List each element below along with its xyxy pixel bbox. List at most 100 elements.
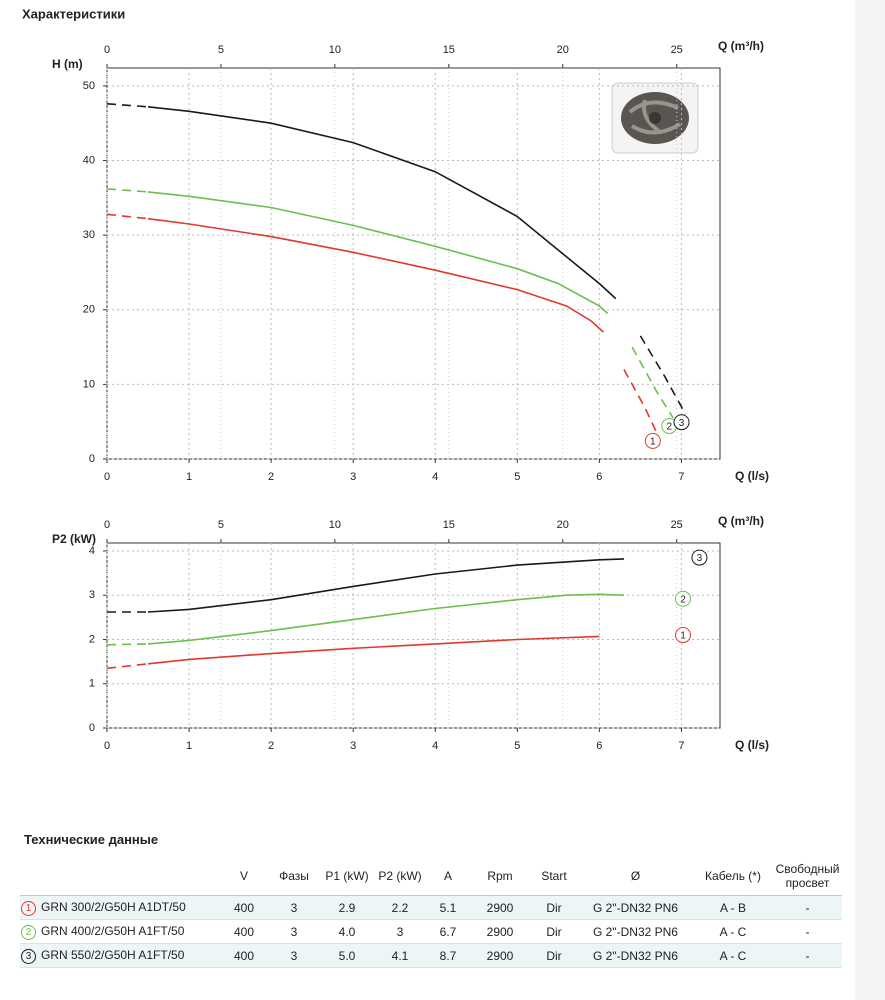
- table-cell: G 2"-DN32 PN6: [578, 919, 693, 944]
- x-tick-label: 0: [104, 740, 110, 752]
- table-cell: 6.7: [426, 919, 470, 944]
- curve: [147, 593, 625, 645]
- x-tick-label: 6: [596, 740, 602, 752]
- x2-tick-label: 0: [104, 519, 110, 531]
- series-label: 1: [680, 631, 686, 642]
- curve-dashed: [107, 558, 681, 612]
- y-axis-title: P2 (kW): [52, 532, 96, 546]
- x2-tick-label: 5: [218, 44, 224, 56]
- table-cell: A - B: [693, 895, 773, 920]
- table-cell: 5.0: [320, 943, 374, 968]
- x2-tick-label: 20: [557, 519, 569, 531]
- curve: [147, 106, 617, 300]
- x2-tick-label: 10: [329, 44, 341, 56]
- x-tick-label: 2: [268, 740, 274, 752]
- table-cell: 400: [220, 943, 268, 968]
- x-axis-title: Q (l/s): [735, 469, 769, 483]
- row-marker: 1: [21, 900, 36, 916]
- table-cell: 8.7: [426, 943, 470, 968]
- series-label: 3: [697, 553, 703, 564]
- y-tick-label: 0: [89, 722, 95, 734]
- series-marker: [675, 590, 692, 607]
- header-cell: Кабель (*): [693, 857, 773, 896]
- table-cell: 2.9: [320, 895, 374, 920]
- series-label: 3: [679, 418, 685, 429]
- header-cell: P2 (kW): [374, 857, 426, 896]
- x2-tick-label: 15: [443, 44, 455, 56]
- table-cell: 400: [220, 895, 268, 920]
- impeller-image: [611, 82, 699, 154]
- table-cell: 2900: [470, 895, 530, 920]
- curve: [147, 217, 605, 333]
- x-tick-label: 3: [350, 471, 356, 483]
- x-tick-label: 5: [514, 471, 520, 483]
- header-cell: V: [220, 857, 268, 896]
- model-cell: 3 GRN 550/2/G50H A1FT/50: [20, 943, 220, 968]
- table-cell: -: [773, 919, 842, 944]
- y-tick-label: 2: [89, 633, 95, 645]
- table-cell: Dir: [530, 943, 578, 968]
- x-tick-label: 1: [186, 740, 192, 752]
- x2-tick-label: 25: [671, 44, 683, 56]
- x2-axis-title: Q (m³/h): [718, 39, 764, 53]
- header-cell: Свободный просвет: [773, 857, 842, 896]
- y-tick-label: 1: [89, 678, 95, 690]
- x-tick-label: 4: [432, 471, 438, 483]
- series-marker: [644, 432, 661, 449]
- table-cell: -: [773, 943, 842, 968]
- table-cell: 4.1: [374, 943, 426, 968]
- table: V Фазы P1 (kW) P2 (kW) A Rpm Start Ø Кабель (*) С…: [20, 857, 842, 968]
- x2-tick-label: 0: [104, 44, 110, 56]
- model-cell: 1 GRN 300/2/G50H A1DT/50: [20, 895, 220, 920]
- table-cell: G 2"-DN32 PN6: [578, 943, 693, 968]
- curve-dashed: [106, 213, 658, 434]
- table-cell: 2900: [470, 943, 530, 968]
- table-cell: 400: [220, 919, 268, 944]
- table-cell: 5.1: [426, 895, 470, 920]
- header-cell: Start: [530, 857, 578, 896]
- table-row: 3 GRN 550/2/G50H A1FT/50 400 3 5.0 4.1 8.7 2900…: [20, 943, 842, 968]
- series-marker: [691, 549, 708, 566]
- header-cell: Ø: [578, 857, 693, 896]
- y-tick-label: 50: [83, 80, 95, 92]
- y-tick-label: 40: [83, 154, 95, 166]
- table-cell: 2.2: [374, 895, 426, 920]
- table-cell: G 2"-DN32 PN6: [578, 895, 693, 920]
- table-cell: Dir: [530, 919, 578, 944]
- x2-tick-label: 20: [557, 44, 569, 56]
- x2-tick-label: 15: [443, 519, 455, 531]
- x2-tick-label: 10: [329, 519, 341, 531]
- x2-tick-label: 25: [671, 519, 683, 531]
- x-tick-label: 7: [678, 471, 684, 483]
- series-label: 2: [680, 594, 686, 605]
- page-title: Характеристики: [22, 6, 125, 21]
- series-label: 2: [666, 422, 672, 433]
- x2-axis-title: Q (m³/h): [718, 514, 764, 528]
- y-tick-label: 4: [89, 545, 95, 557]
- y-tick-label: 20: [83, 304, 95, 316]
- curve-dashed: [107, 599, 665, 645]
- header-cell: [20, 857, 220, 896]
- table-cell: 3: [268, 943, 320, 968]
- curve: [147, 191, 609, 315]
- header-row: V Фазы P1 (kW) P2 (kW) A Rpm Start Ø Кабель (*) С…: [20, 857, 842, 896]
- model-name: GRN 300/2/G50H A1DT/50: [41, 899, 186, 914]
- x-tick-label: 4: [432, 740, 438, 752]
- table-cell: A - C: [693, 943, 773, 968]
- table-row: 1 GRN 300/2/G50H A1DT/50 400 3 2.9 2.2 5.1 2900…: [20, 895, 842, 920]
- model-cell: 2 GRN 400/2/G50H A1FT/50: [20, 919, 220, 944]
- series-label: 1: [650, 437, 656, 448]
- y-tick-label: 10: [83, 378, 95, 390]
- model-name: GRN 550/2/G50H A1FT/50: [41, 947, 185, 962]
- table-cell: -: [773, 895, 842, 920]
- header-cell: A: [426, 857, 470, 896]
- x-tick-label: 2: [268, 471, 274, 483]
- spec-table: Технические данные V Фазы P1 (kW) P2 (kW) A R…: [20, 832, 842, 968]
- x-tick-label: 6: [596, 471, 602, 483]
- x-tick-label: 3: [350, 740, 356, 752]
- curve-dashed: [106, 103, 687, 415]
- row-marker: 3: [21, 948, 36, 964]
- x-tick-label: 7: [678, 740, 684, 752]
- table-cell: 3: [268, 895, 320, 920]
